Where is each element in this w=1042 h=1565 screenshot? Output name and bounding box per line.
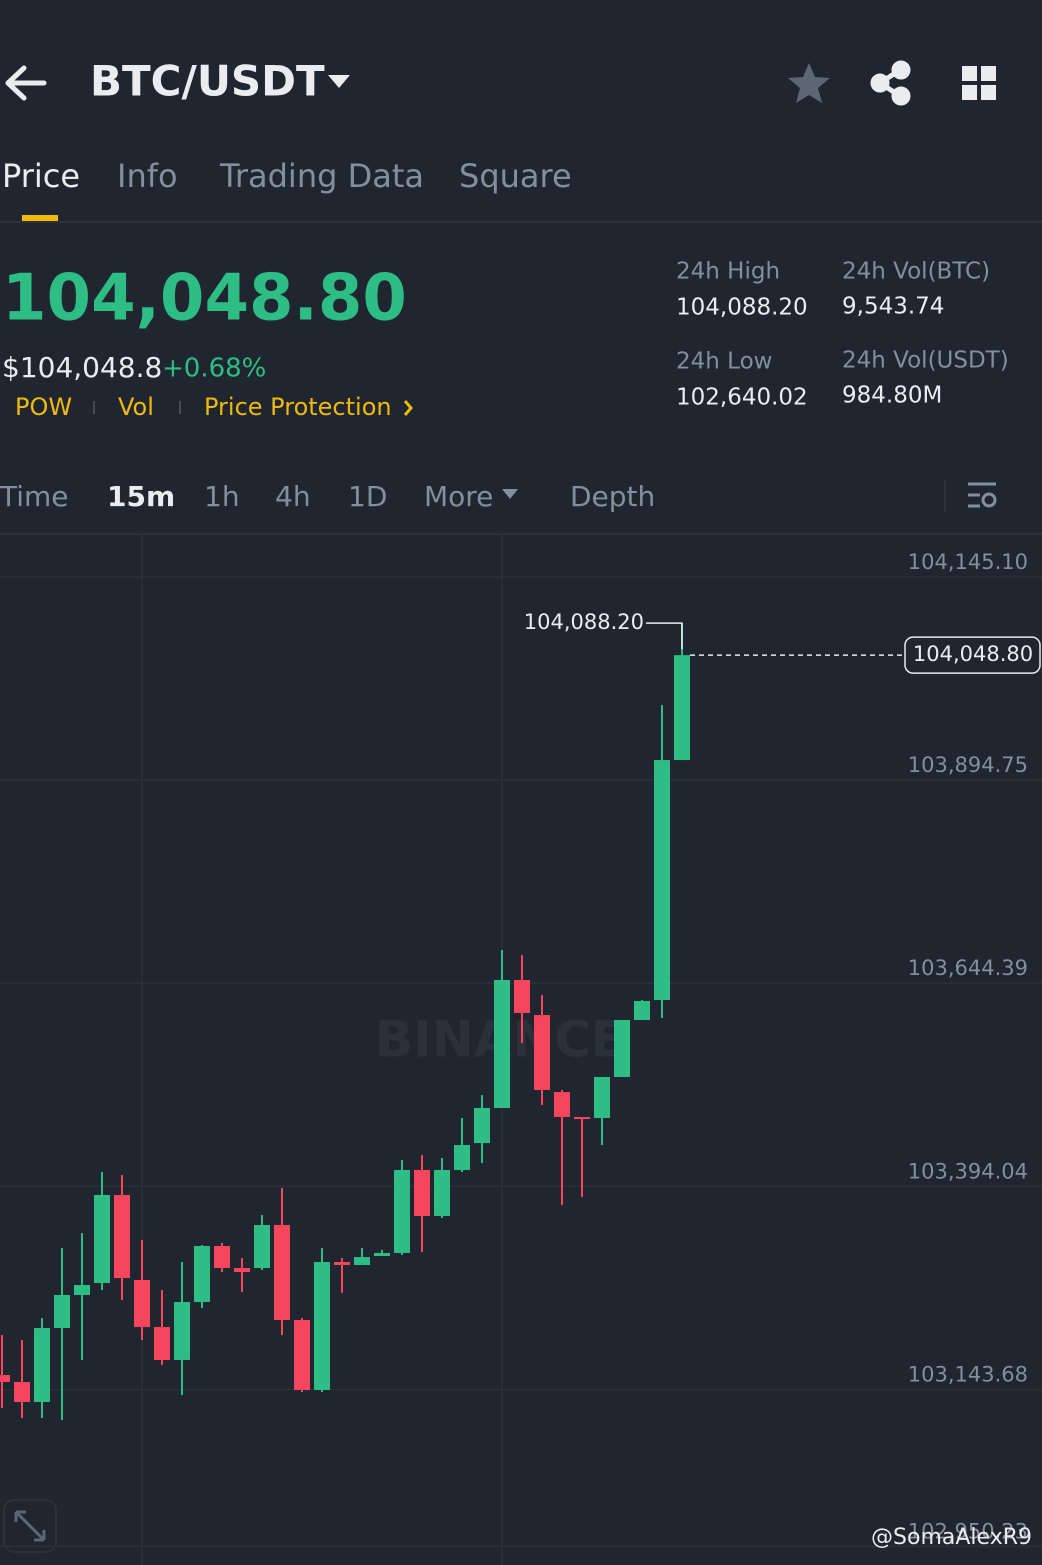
stat-label: 24h Vol(BTC) [842,259,990,285]
candle-body [534,1015,550,1090]
fullscreen-icon [14,1510,46,1542]
tab[interactable]: Price [2,157,80,195]
last-price: 104,048.80 [2,262,407,336]
tag[interactable]: Price Protection [204,393,392,421]
last-price-label: 104,048.80 [913,642,1033,666]
y-tick-label: 103,143.68 [908,1362,1028,1386]
candle-body [594,1077,610,1118]
candle-body [294,1319,310,1391]
interval[interactable]: More [424,480,493,513]
price-change: +0.68% [162,354,266,384]
candle-body [274,1224,290,1320]
candle-body [434,1169,450,1216]
tag[interactable]: POW [15,393,72,421]
grid-menu-icon[interactable] [962,66,996,100]
candle-body [494,979,510,1109]
candle-body [74,1285,90,1296]
candle-body [214,1246,230,1268]
stat-value: 104,088.20 [676,295,808,321]
high-marker-label: 104,088.20 [524,610,644,634]
usd-price: $104,048.8 [2,351,162,384]
candle-body [174,1301,190,1360]
interval[interactable]: 15m [107,480,175,513]
stat-label: 24h Vol(USDT) [842,348,1009,374]
candlestick-chart: BINANCE 104,145.10103,894.75103,644.3910… [0,535,1042,1565]
tab[interactable]: Trading Data [219,157,424,195]
candle-body [514,979,530,1014]
candle-body [94,1194,110,1283]
candle-body [674,655,690,761]
candle-body [14,1381,30,1403]
candle-body [654,760,670,1001]
candle-body [554,1092,570,1118]
candle-body [134,1279,150,1328]
interval[interactable]: Time [0,480,69,513]
chart-settings-icon[interactable] [968,482,997,508]
interval[interactable]: 4h [275,480,311,513]
more-dropdown[interactable] [502,489,518,499]
chevron [403,400,413,416]
candle-body [354,1257,370,1265]
high-marker-line [646,622,683,650]
candle-body [34,1328,50,1403]
candle-body [314,1261,330,1391]
candle-body [54,1295,70,1329]
y-tick-label: 104,145.10 [908,550,1028,574]
candle-body [454,1145,470,1170]
candle-body [374,1252,390,1256]
fullscreen-button[interactable] [3,1499,57,1553]
candle-body [414,1169,430,1216]
footer-watermark: @SomaAlexR9 [871,1525,1032,1550]
interval[interactable]: 1D [348,480,387,513]
y-tick-label: 102,950.23 [908,1519,1028,1543]
y-tick-label: 103,394.04 [908,1159,1028,1183]
pair-dropdown[interactable] [328,75,350,88]
favorite-icon[interactable] [788,63,830,103]
y-tick-label: 103,644.39 [908,956,1028,980]
interval[interactable]: Depth [570,480,655,513]
candle-body [254,1224,270,1268]
back-button[interactable] [5,65,47,101]
candle-body [474,1108,490,1144]
stat-label: 24h Low [676,349,772,375]
candle-body [614,1019,630,1078]
pair-title[interactable]: BTC/USDT [90,57,325,106]
y-tick-label: 103,894.75 [908,753,1028,777]
stat-value: 984.80M [842,383,942,409]
active-tab-indicator [22,215,58,221]
candle-body [394,1169,410,1253]
candle-body [114,1194,130,1279]
interval[interactable]: 1h [204,480,240,513]
tab[interactable]: Info [117,157,178,195]
tag[interactable]: Vol [118,393,154,421]
share-icon[interactable] [870,60,911,106]
candle-body [154,1327,170,1360]
stat-label: 24h High [676,259,780,285]
candle-body [234,1267,250,1273]
candle-body [194,1246,210,1302]
tab[interactable]: Square [459,157,572,195]
candle-body [634,1000,650,1020]
candle-body [0,1374,10,1382]
last-price-box [904,636,1041,674]
stat-value: 102,640.02 [676,385,808,411]
candle-body [334,1261,350,1265]
stat-value: 9,543.74 [842,294,944,320]
candle-body [574,1117,590,1120]
